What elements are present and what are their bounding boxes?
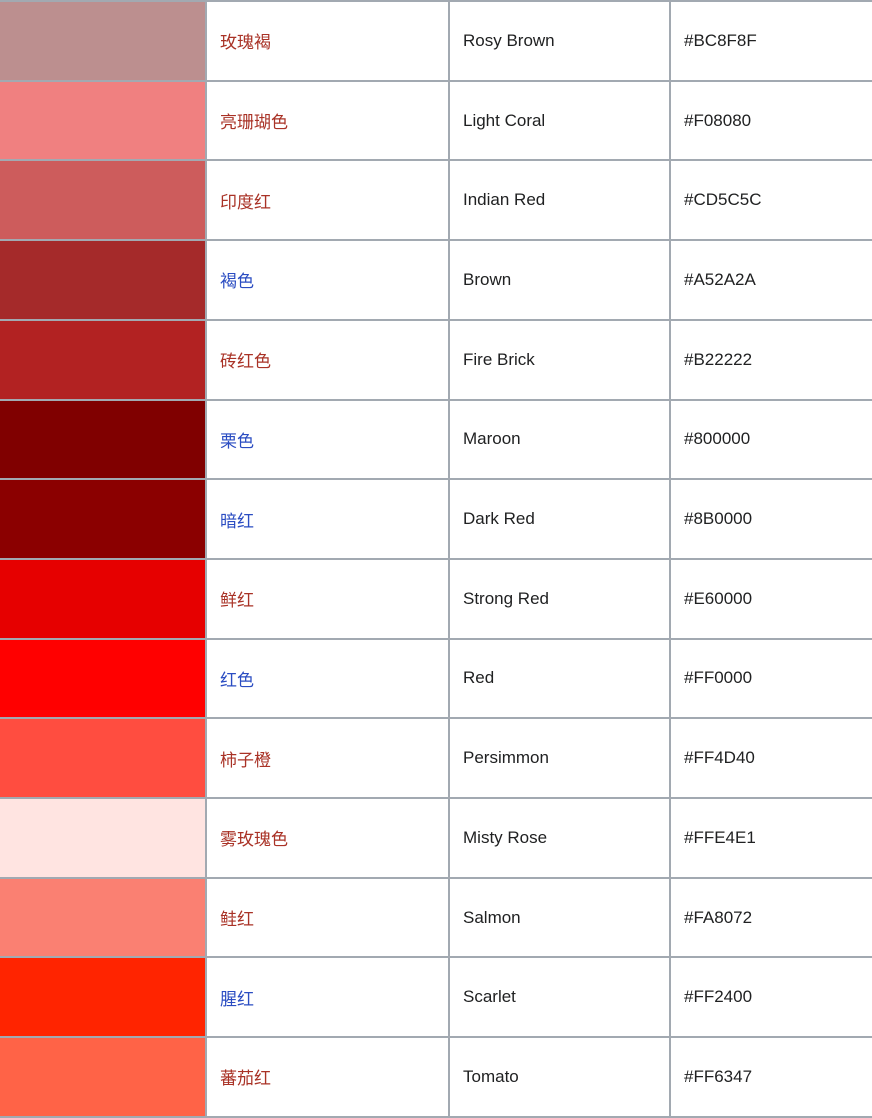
chinese-name-link[interactable]: 柿子橙 — [220, 750, 271, 770]
english-name-label: Misty Rose — [463, 827, 548, 847]
english-name-cell: Misty Rose — [450, 799, 671, 879]
hex-code-cell: #FF6347 — [671, 1038, 872, 1118]
chinese-name-cell: 鲜红 — [207, 559, 450, 640]
color-swatch — [0, 958, 207, 1039]
color-swatch — [0, 81, 207, 162]
chinese-name-cell: 栗色 — [207, 400, 450, 481]
english-name-label: Rosy Brown — [463, 30, 555, 50]
english-name-label: Brown — [463, 269, 512, 289]
english-name-cell: Scarlet — [450, 958, 671, 1039]
chinese-name-link[interactable]: 印度红 — [220, 192, 271, 212]
english-name-cell: Strong Red — [450, 559, 671, 640]
chinese-name-link[interactable]: 玫瑰褐 — [220, 33, 271, 53]
chinese-name-link[interactable]: 亮珊瑚色 — [220, 113, 288, 133]
hex-code-label: #FF0000 — [684, 668, 753, 688]
english-name-cell: Maroon — [450, 400, 671, 481]
chinese-name-link[interactable]: 砖红色 — [220, 352, 271, 372]
hex-code-label: #FF6347 — [684, 1066, 753, 1086]
chinese-name-cell: 砖红色 — [207, 320, 450, 401]
english-name-label: Tomato — [463, 1066, 519, 1086]
hex-code-cell: #B22222 — [671, 320, 872, 401]
color-swatch — [0, 799, 207, 879]
english-name-label: Light Coral — [463, 110, 546, 130]
english-name-label: Indian Red — [463, 190, 546, 210]
hex-code-cell: #FF0000 — [671, 639, 872, 720]
hex-code-cell: #800000 — [671, 400, 872, 481]
chinese-name-cell: 腥红 — [207, 958, 450, 1039]
hex-code-label: #CD5C5C — [684, 190, 762, 210]
hex-code-cell: #F08080 — [671, 81, 872, 162]
chinese-name-cell: 玫瑰褐 — [207, 2, 450, 82]
color-swatch — [0, 2, 207, 82]
english-name-label: Red — [463, 668, 495, 688]
chinese-name-cell: 亮珊瑚色 — [207, 81, 450, 162]
english-name-cell: Brown — [450, 241, 671, 321]
hex-code-cell: #A52A2A — [671, 241, 872, 321]
english-name-cell: Dark Red — [450, 480, 671, 560]
hex-code-label: #B22222 — [684, 349, 753, 369]
chinese-name-link[interactable]: 鲑红 — [220, 910, 254, 930]
hex-code-label: #FA8072 — [684, 907, 753, 927]
chinese-name-cell: 褐色 — [207, 241, 450, 321]
chinese-name-link[interactable]: 暗红 — [220, 511, 254, 531]
hex-code-label: #800000 — [684, 429, 751, 449]
hex-code-label: #FF2400 — [684, 987, 753, 1007]
color-swatch — [0, 320, 207, 401]
color-swatch — [0, 878, 207, 959]
chinese-name-cell: 印度红 — [207, 161, 450, 242]
english-name-label: Scarlet — [463, 987, 516, 1007]
english-name-cell: Persimmon — [450, 719, 671, 800]
hex-code-label: #8B0000 — [684, 509, 753, 529]
color-swatch — [0, 480, 207, 560]
chinese-name-cell: 柿子橙 — [207, 719, 450, 800]
color-swatch — [0, 400, 207, 481]
chinese-name-link[interactable]: 鲜红 — [220, 591, 254, 611]
chinese-name-cell: 红色 — [207, 639, 450, 720]
color-swatch — [0, 559, 207, 640]
english-name-cell: Rosy Brown — [450, 2, 671, 82]
chinese-name-link[interactable]: 雾玫瑰色 — [220, 830, 288, 850]
hex-code-cell: #BC8F8F — [671, 2, 872, 82]
color-swatch — [0, 1038, 207, 1118]
chinese-name-cell: 蕃茄红 — [207, 1038, 450, 1118]
english-name-cell: Red — [450, 639, 671, 720]
hex-code-label: #F08080 — [684, 110, 752, 130]
hex-code-cell: #FFE4E1 — [671, 799, 872, 879]
english-name-label: Strong Red — [463, 588, 549, 608]
hex-code-cell: #E60000 — [671, 559, 872, 640]
english-name-cell: Fire Brick — [450, 320, 671, 401]
english-name-label: Maroon — [463, 429, 521, 449]
chinese-name-link[interactable]: 蕃茄红 — [220, 1069, 271, 1089]
english-name-label: Persimmon — [463, 748, 549, 768]
english-name-cell: Indian Red — [450, 161, 671, 242]
hex-code-label: #A52A2A — [684, 269, 756, 289]
color-swatch — [0, 719, 207, 800]
english-name-label: Dark Red — [463, 509, 535, 529]
english-name-label: Salmon — [463, 907, 521, 927]
color-swatch — [0, 241, 207, 321]
chinese-name-cell: 雾玫瑰色 — [207, 799, 450, 879]
english-name-cell: Light Coral — [450, 81, 671, 162]
chinese-name-link[interactable]: 栗色 — [220, 431, 254, 451]
english-name-cell: Tomato — [450, 1038, 671, 1118]
chinese-name-cell: 暗红 — [207, 480, 450, 560]
hex-code-cell: #FA8072 — [671, 878, 872, 959]
chinese-name-link[interactable]: 红色 — [220, 670, 254, 690]
chinese-name-cell: 鲑红 — [207, 878, 450, 959]
hex-code-label: #FFE4E1 — [684, 827, 756, 847]
chinese-name-link[interactable]: 腥红 — [220, 989, 254, 1009]
hex-code-label: #BC8F8F — [684, 30, 757, 50]
color-swatch — [0, 161, 207, 242]
hex-code-label: #E60000 — [684, 588, 753, 608]
hex-code-cell: #8B0000 — [671, 480, 872, 560]
english-name-cell: Salmon — [450, 878, 671, 959]
hex-code-cell: #FF4D40 — [671, 719, 872, 800]
color-swatch — [0, 639, 207, 720]
hex-code-label: #FF4D40 — [684, 748, 755, 768]
chinese-name-link[interactable]: 褐色 — [220, 272, 254, 292]
hex-code-cell: #CD5C5C — [671, 161, 872, 242]
hex-code-cell: #FF2400 — [671, 958, 872, 1039]
english-name-label: Fire Brick — [463, 349, 535, 369]
